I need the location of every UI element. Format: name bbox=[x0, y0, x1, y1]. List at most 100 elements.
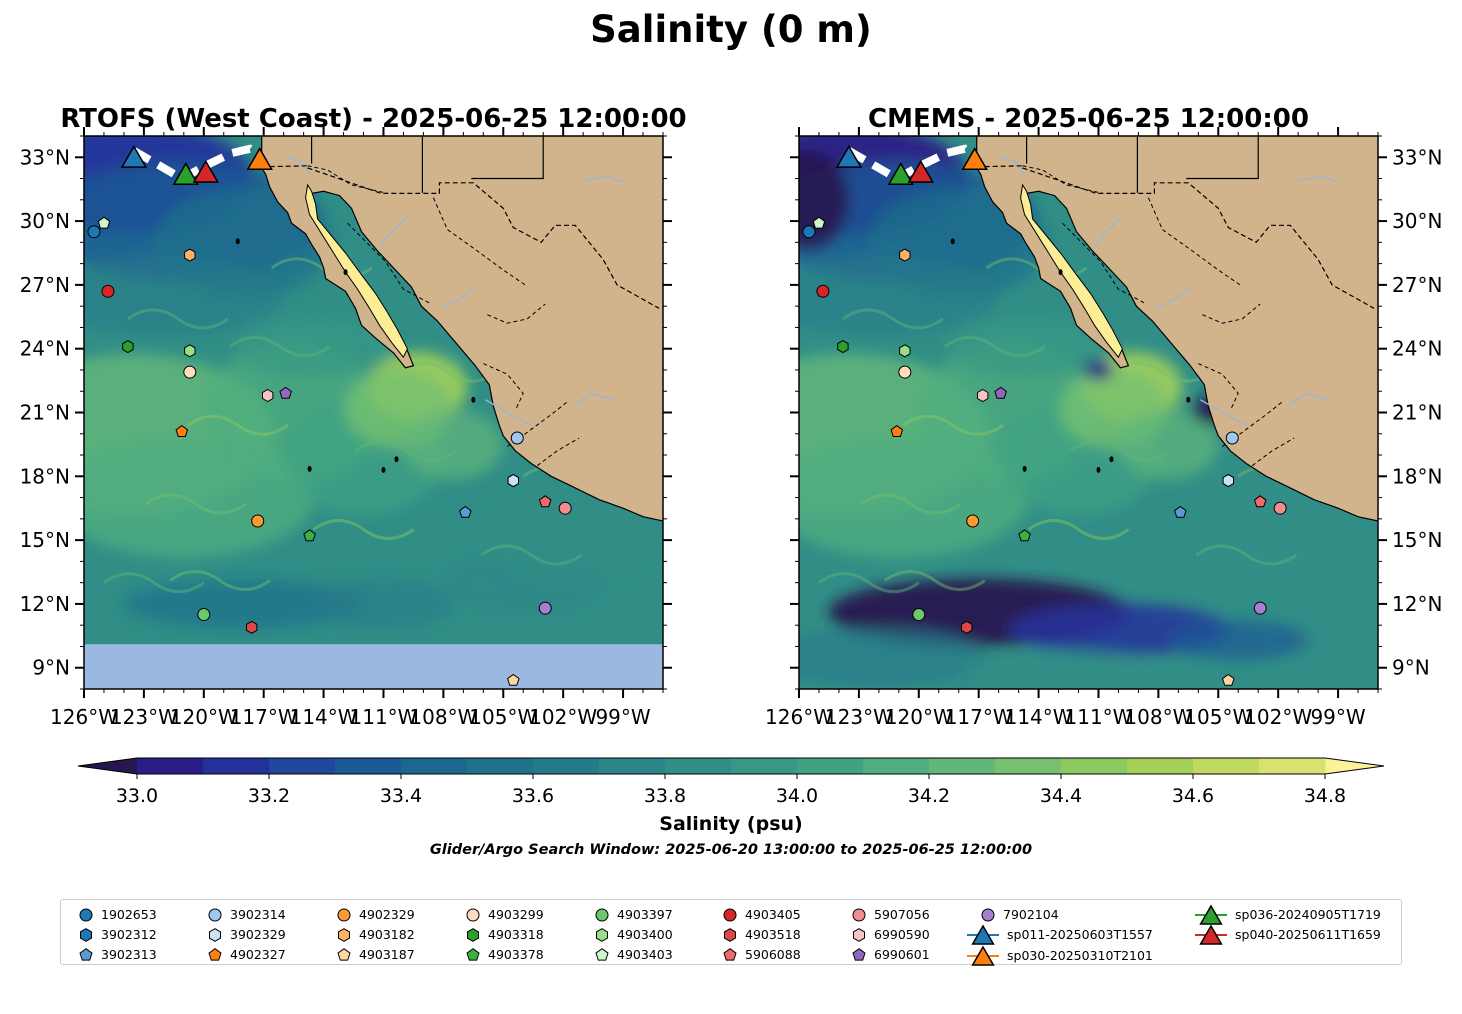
lon-tick-label: 126°W bbox=[765, 705, 833, 729]
observation-markers bbox=[802, 144, 1287, 686]
lat-tick-label: 12°N bbox=[20, 592, 70, 616]
legend-label: 4902329 bbox=[359, 907, 415, 922]
argo-float-marker bbox=[1018, 529, 1031, 542]
lon-tick-label: 123°W bbox=[825, 705, 893, 729]
panel-title-cmems: CMEMS - 2025-06-25 12:00:00 bbox=[868, 104, 1309, 134]
argo-float-marker bbox=[558, 501, 572, 515]
salinity-field-cmems bbox=[799, 136, 1378, 689]
colorbar-tick-label: 34.2 bbox=[908, 785, 950, 807]
legend-label: 3902329 bbox=[230, 927, 286, 942]
colorbar-tick-label: 34.4 bbox=[1040, 785, 1082, 807]
legend-item: 6990590 bbox=[852, 928, 930, 942]
legend-item: 4903397 bbox=[595, 908, 673, 922]
legend-marker-icon bbox=[967, 924, 999, 945]
legend-label: 6990601 bbox=[874, 947, 930, 962]
lon-tick-label: 105°W bbox=[1184, 705, 1252, 729]
argo-float-marker bbox=[507, 673, 520, 686]
legend-marker-icon bbox=[724, 928, 736, 942]
glider-marker bbox=[961, 147, 988, 171]
glider-marker bbox=[887, 161, 914, 185]
argo-float-marker bbox=[1273, 501, 1287, 515]
legend-label: 4903299 bbox=[488, 907, 544, 922]
lon-tick-label: 111°W bbox=[1065, 705, 1133, 729]
land-layer bbox=[950, 136, 1378, 522]
glider-marker bbox=[172, 161, 199, 185]
observation-markers bbox=[87, 144, 572, 686]
argo-float-marker bbox=[994, 386, 1007, 399]
legend-label: 4902327 bbox=[230, 947, 286, 962]
legend-item: sp011-20250603T1557 bbox=[967, 924, 1153, 945]
legend-marker-icon bbox=[208, 908, 222, 922]
argo-float-marker bbox=[459, 505, 472, 518]
legend-item: 4903400 bbox=[595, 928, 673, 942]
legend-marker-icon bbox=[337, 948, 351, 961]
argo-float-marker bbox=[890, 424, 904, 437]
legend-item: 4903318 bbox=[466, 928, 544, 942]
legend-item: 3902313 bbox=[79, 948, 157, 962]
lat-tick-label: 9°N bbox=[32, 656, 70, 680]
legend-item: 4903299 bbox=[466, 908, 544, 922]
argo-float-marker bbox=[1253, 495, 1267, 508]
argo-float-marker bbox=[899, 344, 911, 358]
argo-float-marker bbox=[1222, 673, 1235, 686]
argo-float-marker bbox=[966, 514, 980, 528]
legend: 1902653 3902312 3902313 3902314 3902329 49023… bbox=[60, 899, 1402, 966]
legend-marker-icon bbox=[852, 948, 866, 961]
lat-tick-label: 24°N bbox=[1392, 337, 1442, 361]
legend-marker-icon bbox=[723, 948, 737, 961]
legend-label: 4903182 bbox=[359, 927, 415, 942]
argo-float-marker bbox=[97, 216, 111, 229]
argo-float-marker bbox=[538, 495, 552, 508]
legend-marker-icon bbox=[79, 948, 93, 961]
argo-float-marker bbox=[251, 514, 265, 528]
legend-label: 4903403 bbox=[617, 947, 673, 962]
argo-float-marker bbox=[812, 216, 826, 229]
lon-tick-label: 123°W bbox=[110, 705, 178, 729]
lon-tick-label: 99°W bbox=[595, 705, 650, 729]
argo-float-marker bbox=[802, 225, 816, 239]
legend-marker-icon bbox=[466, 908, 480, 922]
legend-item: 4902329 bbox=[337, 908, 415, 922]
legend-label: 4903187 bbox=[359, 947, 415, 962]
legend-label: sp040-20250611T1659 bbox=[1235, 927, 1381, 942]
lon-tick-label: 99°W bbox=[1310, 705, 1365, 729]
lon-tick-label: 114°W bbox=[1005, 705, 1073, 729]
argo-float-marker bbox=[538, 601, 552, 615]
legend-label: 7902104 bbox=[1003, 907, 1059, 922]
argo-float-marker bbox=[1222, 474, 1234, 488]
lat-tick-label: 33°N bbox=[20, 145, 70, 169]
legend-marker-icon bbox=[1195, 924, 1227, 945]
legend-label: 5906088 bbox=[745, 947, 801, 962]
argo-float-marker bbox=[183, 365, 197, 379]
lat-tick-label: 9°N bbox=[1392, 656, 1430, 680]
legend-item: 3902312 bbox=[79, 928, 157, 942]
lat-tick-label: 27°N bbox=[20, 273, 70, 297]
argo-float-marker bbox=[510, 431, 524, 445]
argo-float-marker bbox=[184, 344, 196, 358]
argo-float-marker bbox=[197, 608, 211, 622]
legend-label: 4903518 bbox=[745, 927, 801, 942]
legend-item: sp036-20240905T1719 bbox=[1195, 904, 1381, 925]
legend-item: sp030-20250310T2101 bbox=[967, 945, 1153, 966]
lat-tick-label: 30°N bbox=[1392, 209, 1442, 233]
legend-marker-icon bbox=[853, 928, 865, 942]
argo-float-marker bbox=[961, 620, 973, 634]
legend-item: 5907056 bbox=[852, 908, 930, 922]
legend-label: 5907056 bbox=[874, 907, 930, 922]
legend-item: 4902327 bbox=[208, 948, 286, 962]
lon-tick-label: 114°W bbox=[290, 705, 358, 729]
legend-item: 4903378 bbox=[466, 948, 544, 962]
lat-tick-label: 18°N bbox=[20, 464, 70, 488]
map-panel-cmems: CMEMS - 2025-06-25 12:00:00 126°W123°W12… bbox=[765, 104, 1442, 729]
legend-item: 4903518 bbox=[723, 928, 801, 942]
legend-item: 4903403 bbox=[595, 948, 673, 962]
lat-tick-label: 21°N bbox=[1392, 401, 1442, 425]
map-panel-rtofs: RTOFS (West Coast) - 2025-06-25 12:00:00… bbox=[20, 104, 687, 729]
legend-item: 4903405 bbox=[723, 908, 801, 922]
colorbar-tick-label: 34.6 bbox=[1172, 785, 1214, 807]
argo-float-marker bbox=[899, 248, 911, 262]
legend-item: 1902653 bbox=[79, 908, 157, 922]
lon-tick-label: 120°W bbox=[885, 705, 953, 729]
map-axes: 126°W123°W120°W117°W114°W111°W108°W105°W… bbox=[20, 127, 672, 729]
